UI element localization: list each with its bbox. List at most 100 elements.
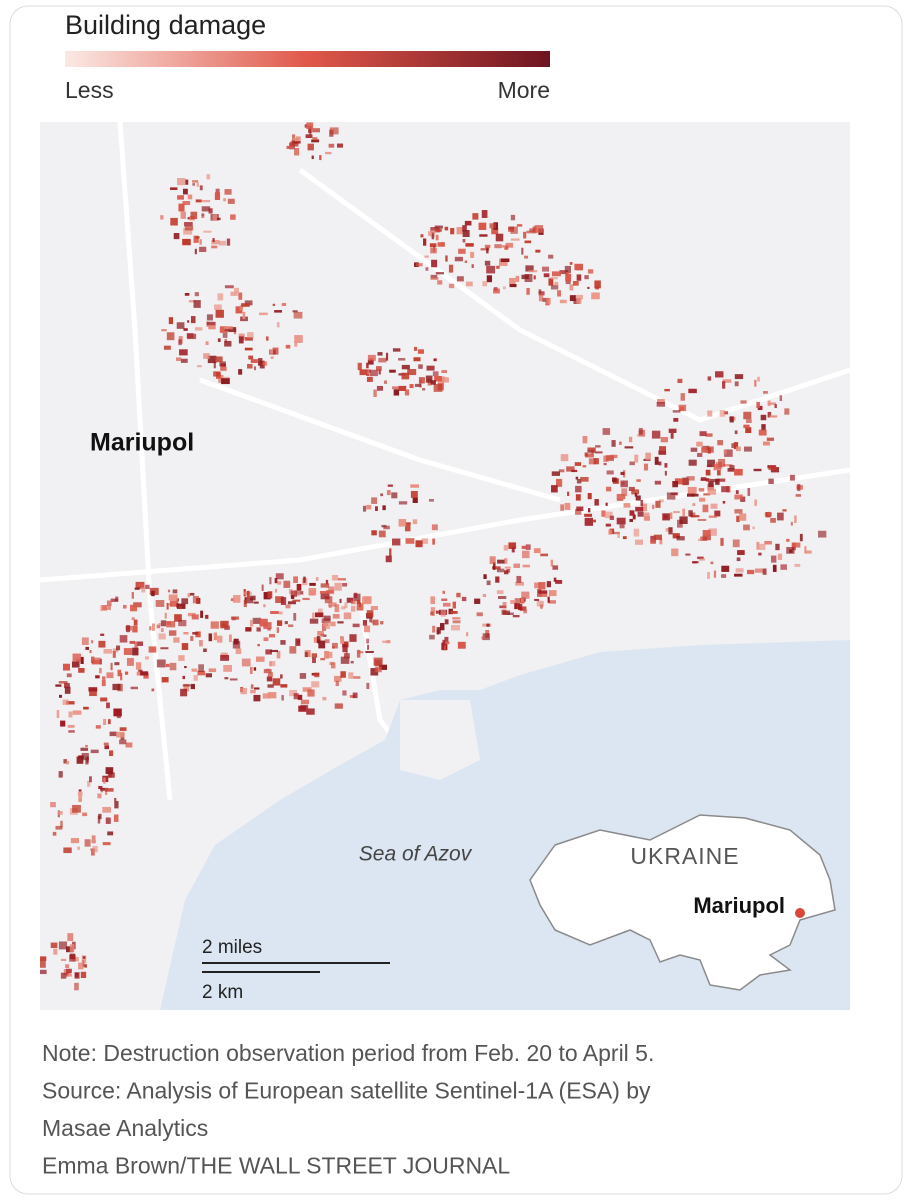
damage-patch bbox=[281, 302, 287, 307]
damage-patch bbox=[580, 476, 589, 482]
damage-patch bbox=[176, 322, 185, 329]
damage-patch bbox=[280, 674, 283, 679]
damage-patch bbox=[276, 650, 281, 659]
damage-patch bbox=[379, 664, 388, 670]
damage-patch bbox=[164, 612, 167, 619]
damage-patch bbox=[245, 597, 254, 604]
damage-patch bbox=[546, 297, 552, 305]
damage-patch bbox=[352, 692, 358, 699]
damage-patch bbox=[584, 517, 594, 526]
damage-patch bbox=[110, 598, 119, 602]
damage-patch bbox=[156, 659, 166, 668]
damage-patch bbox=[250, 684, 254, 689]
damage-patch bbox=[729, 416, 734, 423]
damage-patch bbox=[102, 676, 106, 680]
damage-patch bbox=[428, 499, 434, 502]
damage-patch bbox=[629, 461, 635, 466]
damage-patch bbox=[72, 804, 81, 813]
damage-patch bbox=[540, 604, 543, 609]
damage-patch bbox=[474, 598, 481, 604]
damage-patch bbox=[505, 242, 514, 248]
damage-patch bbox=[677, 378, 683, 384]
damage-patch bbox=[654, 480, 661, 485]
damage-patch bbox=[362, 620, 368, 626]
damage-patch bbox=[637, 511, 644, 517]
damage-patch bbox=[131, 617, 135, 621]
damage-patch bbox=[417, 349, 424, 354]
damage-patch bbox=[278, 611, 283, 615]
damage-patch bbox=[98, 813, 102, 820]
damage-patch bbox=[799, 533, 803, 542]
damage-patch bbox=[464, 260, 468, 264]
damage-patch bbox=[619, 524, 625, 529]
damage-patch bbox=[516, 224, 523, 227]
damage-patch bbox=[205, 341, 209, 345]
damage-patch bbox=[182, 188, 188, 195]
damage-patch bbox=[717, 470, 721, 476]
damage-patch bbox=[74, 972, 79, 978]
damage-patch bbox=[203, 648, 207, 653]
sea-label: Sea of Azov bbox=[359, 843, 473, 866]
damage-patch bbox=[323, 615, 331, 621]
damage-patch bbox=[63, 847, 72, 854]
damage-patch bbox=[68, 711, 73, 718]
damage-patch bbox=[465, 281, 473, 287]
damage-patch bbox=[587, 449, 596, 453]
damage-patch bbox=[169, 600, 179, 607]
damage-patch bbox=[140, 671, 149, 676]
damage-patch bbox=[732, 539, 740, 548]
damage-patch bbox=[486, 265, 496, 274]
damage-patch bbox=[430, 607, 436, 613]
damage-patch bbox=[177, 195, 184, 200]
damage-patch bbox=[678, 404, 687, 412]
damage-patch bbox=[242, 311, 246, 320]
damage-patch bbox=[546, 581, 551, 588]
damage-patch bbox=[521, 550, 530, 559]
damage-patch bbox=[246, 590, 250, 599]
damage-patch bbox=[429, 634, 435, 640]
damage-patch bbox=[513, 563, 521, 568]
damage-patch bbox=[458, 248, 466, 254]
damage-patch bbox=[89, 650, 92, 654]
damage-patch bbox=[124, 671, 129, 675]
damage-patch bbox=[371, 497, 378, 504]
damage-patch bbox=[673, 511, 680, 514]
damage-patch bbox=[249, 619, 254, 627]
damage-patch bbox=[324, 621, 330, 629]
damage-patch bbox=[85, 744, 88, 747]
damage-patch bbox=[67, 973, 73, 977]
damage-patch bbox=[72, 653, 82, 662]
damage-patch bbox=[238, 369, 243, 375]
damage-patch bbox=[240, 688, 247, 695]
damage-patch bbox=[682, 508, 685, 517]
damage-patch bbox=[547, 596, 550, 603]
damage-patch bbox=[66, 971, 69, 977]
damage-patch bbox=[790, 521, 793, 526]
damage-patch bbox=[178, 203, 185, 212]
damage-patch bbox=[232, 640, 241, 649]
damage-patch bbox=[398, 519, 407, 527]
damage-patch bbox=[452, 611, 458, 614]
damage-patch bbox=[290, 590, 298, 597]
damage-patch bbox=[214, 192, 221, 200]
scale-km: 2 km bbox=[202, 982, 243, 1003]
damage-patch bbox=[722, 381, 726, 389]
damage-patch bbox=[735, 446, 741, 452]
damage-patch bbox=[437, 242, 445, 247]
damage-patch bbox=[643, 512, 650, 520]
damage-patch bbox=[533, 548, 541, 554]
damage-patch bbox=[176, 357, 182, 361]
damage-patch bbox=[184, 666, 187, 669]
damage-patch bbox=[404, 389, 410, 396]
damage-patch bbox=[119, 727, 127, 731]
damage-patch bbox=[605, 486, 612, 492]
damage-patch bbox=[222, 332, 228, 338]
damage-patch bbox=[718, 458, 726, 467]
damage-patch bbox=[66, 701, 75, 705]
damage-patch bbox=[481, 210, 488, 218]
damage-patch bbox=[224, 677, 229, 680]
damage-patch bbox=[409, 384, 414, 389]
damage-patch bbox=[650, 539, 656, 544]
damage-patch bbox=[100, 697, 108, 702]
damage-patch bbox=[224, 340, 232, 347]
